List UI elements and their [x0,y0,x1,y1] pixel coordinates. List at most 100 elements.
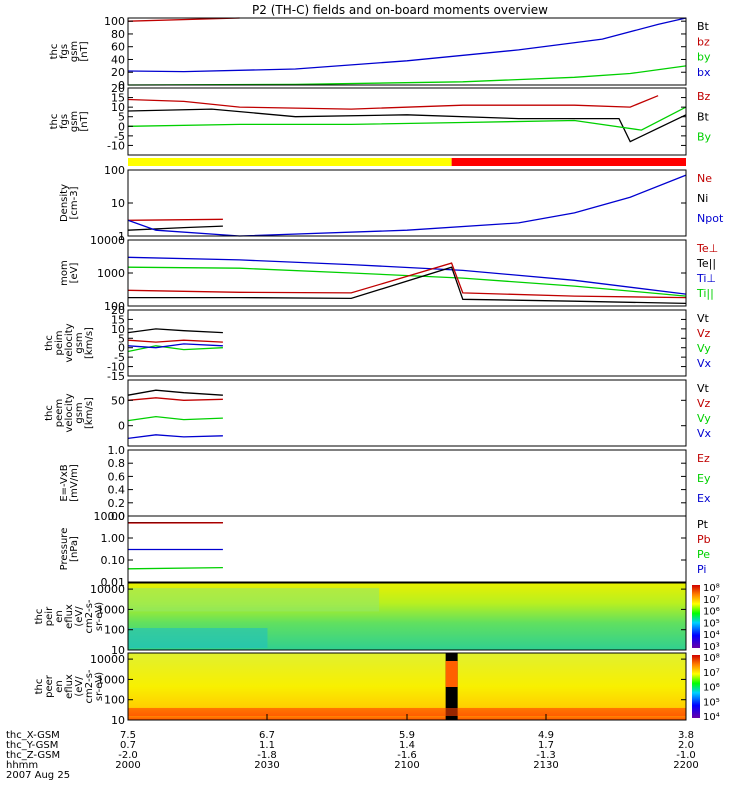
peer-colorbar-label: 10⁵ [703,697,720,708]
peer-ylabel: en [54,680,65,693]
xaxis-row-label: thc_Y-GSM [6,740,58,751]
series-peim-Vx [127,343,223,349]
legend-fgs2-By: By [697,131,712,144]
peer-ylabel: cm2-s- [84,669,95,703]
peem-frame [127,379,687,447]
legend-fgs-bx: bx [697,66,711,79]
fgs2-ytick-label: 0 [118,120,125,133]
xaxis-value: 2200 [673,760,698,771]
peer-colorbar-label: 10⁸ [703,653,720,664]
peer-colorbar-label: 10⁶ [703,683,720,694]
series-temp-Ti|| [127,266,687,297]
peir-ytick-label: 100 [104,624,125,637]
fgs2-ylabel: fgs [59,114,70,129]
fgs-ylabel: fgs [59,44,70,59]
series-peim-Vz [127,339,223,343]
peim-ylabel: peim [54,330,65,355]
pressure-ylabel: Pressure [59,528,70,571]
xaxis-value: 1.7 [538,740,554,751]
fgs2-ytick-label: 5 [118,111,125,124]
peer-ytick-label: 1000 [97,673,125,686]
peim-ylabel: [km/s] [84,327,95,359]
peir-colorbar-label: 10⁶ [703,607,720,618]
series-fgs-by [127,65,687,86]
panel-density: Ne Ni Npot 1 10 100 Density [cm-3] [59,164,724,243]
series-temp-Ti⊥ [127,256,687,295]
peir-frame [127,582,687,651]
legend-fgs2-Bz: Bz [697,90,711,103]
peir-ylabel: cm2-s- [84,599,95,633]
fgs-ylabel: gsm [69,41,80,62]
peir-ytick-label: 10 [111,644,125,657]
peer-ytick-label: 10000 [90,653,125,666]
peer-ylabel: peer [44,674,55,698]
peim-ytick-label: -5 [114,351,125,364]
series-fgs-bz [127,17,240,22]
peer-colorbar-label: 10⁴ [703,712,720,723]
temp-ytick-label: 10000 [90,234,125,247]
legend-peem-Vt: Vt [697,382,710,395]
xaxis-value: -1.0 [676,750,696,761]
series-temp-Te⊥ [127,262,687,299]
legend-temp-Ti⊥: Ti⊥ [696,272,716,285]
density-ytick-label: 100 [104,164,125,177]
legend-peim-Vy: Vy [697,342,711,355]
density-ylabel: Density [59,184,70,222]
fgs2-ytick-label: -10 [107,139,125,152]
legend-efield-Ez: Ez [697,452,710,465]
legend-temp-Te||: Te|| [696,257,716,270]
fgs-ytick-label: 0 [118,79,125,92]
xaxis-value: 2000 [115,760,140,771]
legend-density-Ni: Ni [697,192,708,205]
pressure-ytick-label: 0.10 [101,554,126,567]
peer-gap-top [445,661,458,687]
legend-temp-Ti||: Ti|| [696,287,714,300]
xaxis-row-label: thc_Z-GSM [6,750,60,761]
pressure-ytick-label: 0.01 [101,576,126,589]
xaxis-value: 5.9 [399,730,415,741]
peir-colorbar-label: 10⁷ [703,595,720,606]
peir-colorbar-label: 10⁴ [703,630,720,641]
peem-ylabel: gsm [74,402,85,423]
efield-ytick-label: 0.4 [108,484,126,497]
peir-band-low [128,628,268,648]
status-segment-brightred [451,158,686,166]
efield-ytick-label: 0.8 [108,457,126,470]
panel-peem: Vt Vz Vy Vx 0 50 thc peem velocity gsm [km/s] [44,379,712,447]
series-pressure-Pe [127,566,223,570]
legend-density-Npot: Npot [697,212,724,225]
xaxis-value: 4.9 [538,730,554,741]
legend-efield-Ey: Ey [697,472,711,485]
xaxis-value: 2.0 [678,740,694,751]
series-peem-Vz [127,397,223,401]
legend-pressure-Pe: Pe [697,548,710,561]
fgs-ytick-label: 60 [111,41,125,54]
legend-peem-Vz: Vz [697,397,711,410]
peim-ytick-label: 5 [118,332,125,345]
status-bar [128,158,686,166]
series-peim-Vt [127,328,223,334]
series-fgs2-By [127,106,687,131]
legend-fgs-by: by [697,51,711,64]
pressure-ylabel: [nPa] [69,536,80,562]
legend-pressure-Pb: Pb [697,533,711,546]
series-fgs2-Bt [127,108,687,143]
peer-ylabel: eflux [64,674,75,699]
fgs-frame [127,17,687,86]
temp-ylabel: mom [59,260,70,286]
peim-ytick-label: -10 [107,361,125,374]
legend-peim-Vz: Vz [697,327,711,340]
peem-ytick-label: 0 [118,420,125,433]
panel-efield: Ez Ey Ex 0.00.20.40.60.81.0 E=-VxB [mV/m] [59,444,711,523]
peir-colorbar-label: 10⁵ [703,618,720,629]
peir-ylabel: en [54,610,65,623]
chart-title: P2 (TH-C) fields and on-board moments ov… [252,3,548,17]
peir-colorbar-label: 10⁸ [703,583,720,594]
xaxis-row-label: hhmm [6,760,38,771]
xaxis-value: 2100 [394,760,419,771]
temp-ytick-label: 1000 [97,267,125,280]
peir-colorbar [692,585,700,648]
series-peim-Vy [127,345,223,353]
